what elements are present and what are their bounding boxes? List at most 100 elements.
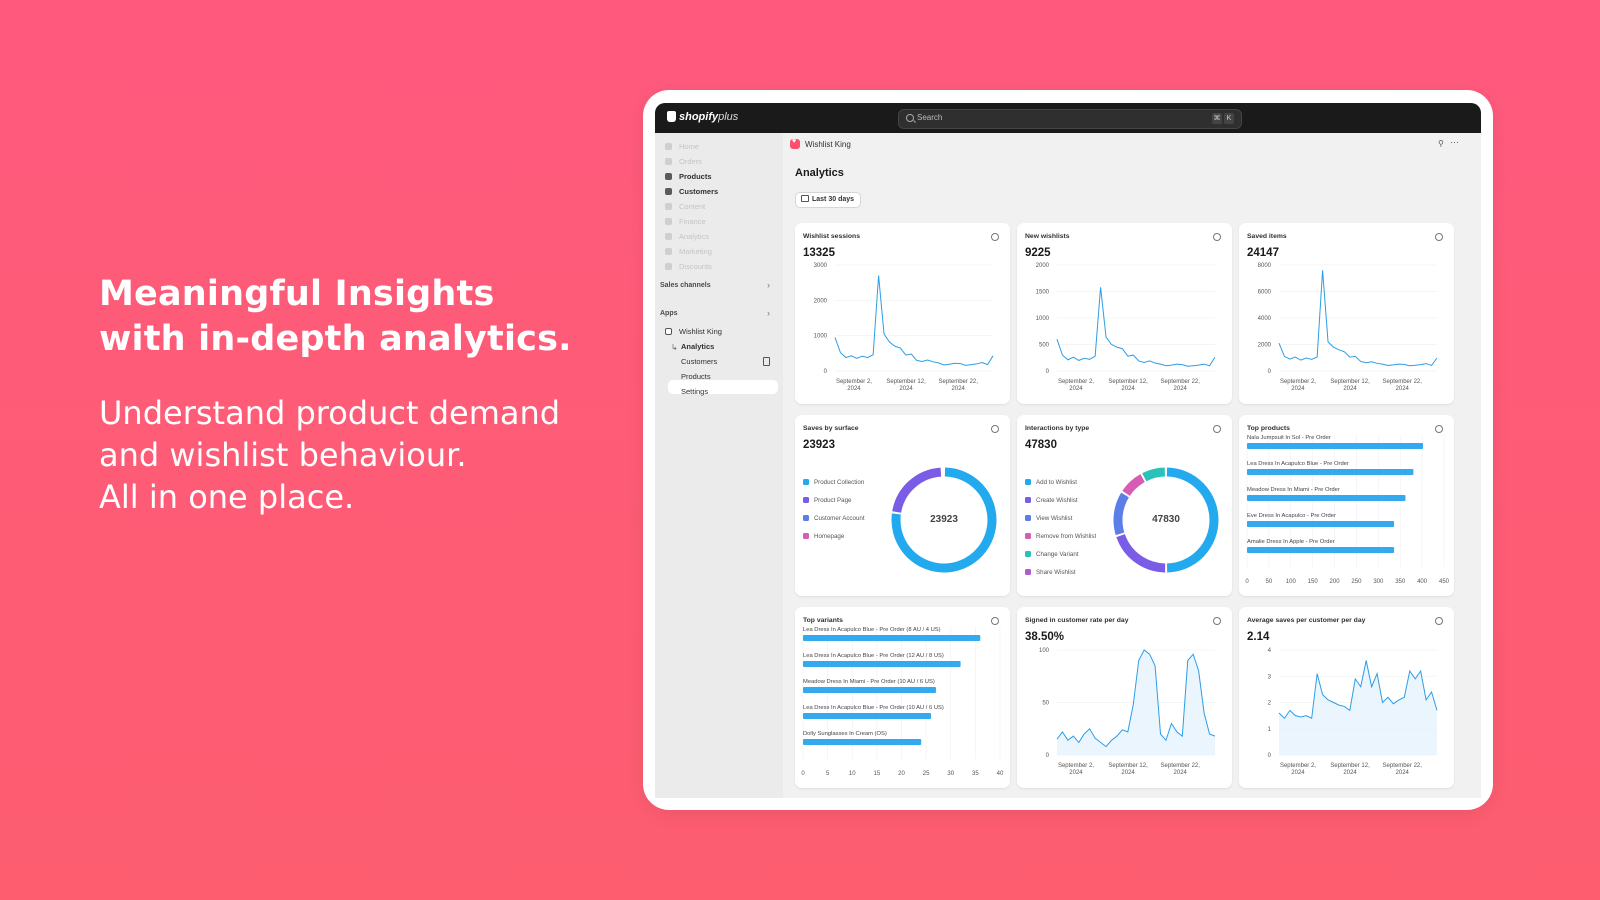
- bar[interactable]: [1247, 469, 1414, 475]
- sidebar-item-analytics[interactable]: Analytics: [665, 232, 709, 241]
- more-options-icon[interactable]: ···: [1450, 137, 1459, 147]
- y-tick-label: 0: [1268, 753, 1272, 759]
- series-area: [1279, 660, 1437, 755]
- logo-text: shopify: [679, 111, 719, 123]
- inspect-chart-icon[interactable]: [1213, 233, 1221, 241]
- sidebar-sub-customers[interactable]: Customers: [681, 357, 718, 366]
- chevron-right-icon[interactable]: ›: [767, 308, 770, 318]
- bar[interactable]: [803, 635, 981, 641]
- inspect-chart-icon[interactable]: [1213, 617, 1221, 625]
- app-header-title: Wishlist King: [805, 140, 851, 149]
- x-tick-label: 0: [1245, 579, 1249, 585]
- x-tick-label: September 22,: [1383, 379, 1423, 385]
- bar[interactable]: [803, 739, 922, 745]
- pie-slice[interactable]: [1116, 533, 1166, 573]
- pie-slice[interactable]: [891, 467, 997, 573]
- series-line: [1056, 649, 1216, 748]
- inspect-chart-icon[interactable]: [1435, 617, 1443, 625]
- pin-icon[interactable]: ⚲: [1438, 139, 1444, 148]
- shopify-logo[interactable]: shopifyplus: [667, 111, 738, 123]
- sidebar-item-discounts[interactable]: Discounts: [665, 262, 712, 271]
- y-tick-label: 500: [1039, 343, 1050, 349]
- y-tick-label: 100: [1039, 648, 1050, 654]
- chevron-right-icon[interactable]: ›: [767, 280, 770, 290]
- y-tick-label: 3: [1268, 674, 1272, 680]
- card-title: Average saves per customer per day: [1247, 617, 1366, 624]
- x-tick-label: 2024: [1069, 386, 1083, 392]
- card-title: Wishlist sessions: [803, 233, 860, 240]
- sidebar-item-content[interactable]: Content: [665, 202, 705, 211]
- series-line: [1278, 660, 1438, 720]
- bar[interactable]: [803, 713, 932, 719]
- search-input[interactable]: Search ⌘ K: [898, 109, 1242, 129]
- y-tick-label: 3000: [814, 263, 828, 269]
- hero-sub-line: Understand product demand: [99, 394, 561, 432]
- series-line: [834, 275, 994, 366]
- page-title: Analytics: [795, 167, 844, 179]
- bar[interactable]: [1247, 443, 1423, 449]
- y-tick-label: 2000: [1036, 263, 1050, 269]
- sidebar-item-marketing[interactable]: Marketing: [665, 247, 712, 256]
- y-tick-label: 1500: [1036, 290, 1050, 296]
- card-value: 13325: [803, 247, 835, 259]
- legend-swatch: [1025, 551, 1031, 557]
- apps-heading[interactable]: Apps: [660, 310, 678, 317]
- sidebar-item-products[interactable]: Products: [665, 172, 712, 181]
- x-tick-label: September 12,: [1330, 763, 1370, 769]
- legend-item: Homepage: [803, 533, 844, 540]
- bar[interactable]: [803, 661, 961, 667]
- legend-swatch: [803, 515, 809, 521]
- sidebar-sub-settings[interactable]: Settings: [681, 387, 709, 396]
- sidebar-item-home[interactable]: Home: [665, 142, 699, 151]
- y-tick-label: 2000: [1258, 343, 1272, 349]
- pie-slice[interactable]: [1113, 492, 1129, 536]
- date-range-label: Last 30 days: [812, 196, 855, 203]
- home-icon: [665, 143, 672, 150]
- card-value: 2.14: [1247, 631, 1270, 643]
- x-tick-label: 2024: [1174, 386, 1188, 392]
- orders-icon: [665, 158, 672, 165]
- x-tick-label: 35: [972, 771, 979, 777]
- sidebar-item-label: Orders: [679, 157, 702, 166]
- inspect-chart-icon[interactable]: [1435, 233, 1443, 241]
- inspect-chart-icon[interactable]: [1213, 425, 1221, 433]
- card-title: Signed in customer rate per day: [1025, 617, 1129, 624]
- bar[interactable]: [1247, 495, 1406, 501]
- inspect-chart-icon[interactable]: [991, 425, 999, 433]
- pie-slice[interactable]: [1142, 467, 1166, 482]
- y-tick-label: 1000: [814, 334, 828, 340]
- bar[interactable]: [803, 687, 936, 693]
- inspect-chart-icon[interactable]: [991, 233, 999, 241]
- bar[interactable]: [1247, 547, 1395, 553]
- sales-channels-heading[interactable]: Sales channels: [660, 282, 711, 289]
- card-title: Saved items: [1247, 233, 1287, 240]
- card-signed-in-rate: Signed in customer rate per day 38.50% 100…: [1017, 607, 1232, 788]
- sidebar-sub-analytics[interactable]: Analytics: [681, 342, 715, 351]
- legend-label: Change Variant: [1036, 551, 1079, 558]
- sidebar-item-label: Finance: [679, 217, 706, 226]
- pie-slice[interactable]: [1166, 467, 1219, 573]
- inspect-chart-icon[interactable]: [1435, 425, 1443, 433]
- sidebar-item-orders[interactable]: Orders: [665, 157, 702, 166]
- sidebar-item-customers[interactable]: Customers: [665, 187, 718, 196]
- content-icon: [665, 203, 672, 210]
- legend-label: Customer Account: [814, 515, 865, 522]
- sidebar-app-wishlist-king[interactable]: Wishlist King: [665, 327, 722, 336]
- hero-sub-line: All in one place.: [99, 478, 355, 516]
- sidebar-item-finance[interactable]: Finance: [665, 217, 706, 226]
- inspect-chart-icon[interactable]: [991, 617, 999, 625]
- legend-label: Add to Wishlist: [1036, 479, 1077, 486]
- pie-slice[interactable]: [892, 467, 942, 513]
- sidebar-item-label: Home: [679, 142, 700, 151]
- pie-slice[interactable]: [1122, 474, 1145, 497]
- bar[interactable]: [1247, 521, 1395, 527]
- pin-icon[interactable]: [763, 357, 770, 366]
- logo-plus-text: plus: [718, 111, 739, 123]
- chart-svg: [1113, 467, 1219, 573]
- date-range-button[interactable]: Last 30 days: [795, 192, 862, 208]
- legend-item: Add to Wishlist: [1025, 479, 1077, 486]
- x-tick-label: September 12,: [1108, 379, 1148, 385]
- sidebar-sub-products[interactable]: Products: [681, 372, 711, 381]
- card-value: 47830: [1025, 439, 1057, 451]
